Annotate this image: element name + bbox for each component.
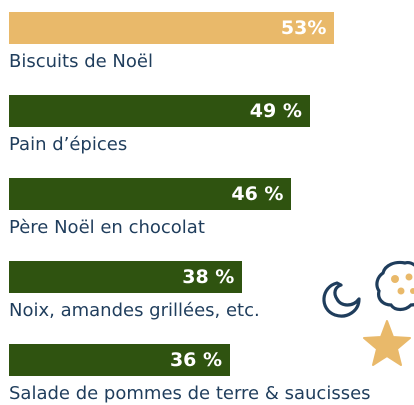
crescent-cookie-icon: [322, 281, 361, 318]
bar-value-label: 53%: [280, 17, 327, 39]
bar-5: [9, 344, 231, 376]
cookie-decoration: [322, 260, 414, 366]
bar-3: [9, 178, 292, 210]
bar-4: [9, 261, 243, 293]
bar-value-label: 46 %: [231, 183, 284, 205]
category-label: Noix, amandes grillées, etc.: [9, 300, 260, 321]
star-icon: [363, 320, 411, 366]
category-label: Salade de pommes de terre & saucisses: [9, 383, 371, 404]
bar-value-label: 38 %: [182, 266, 235, 288]
cookie-icon: [375, 260, 414, 312]
bar-value-label: 49 %: [249, 100, 302, 122]
bar-1: [9, 12, 335, 44]
bar-value-label: 36 %: [169, 349, 223, 371]
category-label: Pain d’épices: [9, 134, 128, 155]
category-label: Biscuits de Noël: [9, 51, 153, 72]
category-label: Père Noël en chocolat: [9, 217, 205, 238]
bar-2: [9, 95, 310, 127]
